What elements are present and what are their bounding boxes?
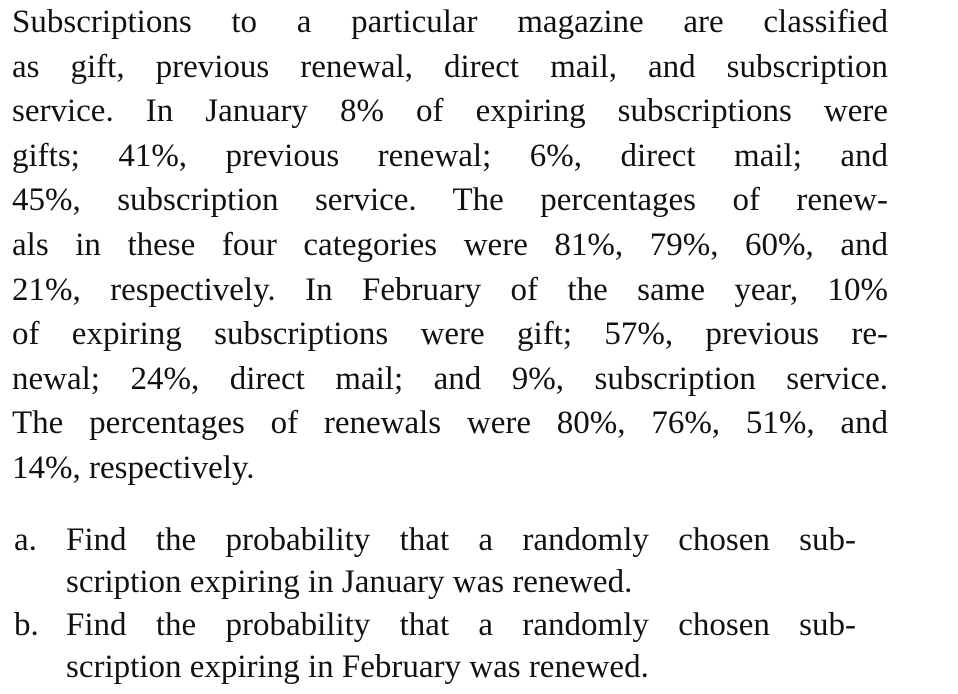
paragraph-line: The percentages of renewals were 80%, 76… [12,405,888,442]
question-line: Find the probability that a randomly cho… [66,522,856,558]
paragraph-line: of expiring subscriptions were gift; 57%… [12,316,888,353]
question-line: Find the probability that a randomly cho… [66,607,856,643]
paragraph-line: als in these four categories were 81%, 7… [12,227,888,263]
paragraph-line: service. In January 8% of expiring subsc… [12,93,888,130]
paragraph-line: 45%, subscription service. The percentag… [12,182,888,219]
paragraph-line: Subscriptions to a particular magazine a… [12,4,888,40]
paragraph-line: as gift, previous renewal, direct mail, … [12,48,888,85]
paragraph-line: gifts; 41%, previous renewal; 6%, direct… [12,137,888,174]
question-line: scription expiring in January was renewe… [66,564,633,600]
question-label: b. [14,607,39,643]
question-line: scription expiring in February was renew… [66,649,649,685]
paragraph-line: newal; 24%, direct mail; and 9%, subscri… [12,360,888,397]
question-label: a. [14,522,37,558]
paragraph-line: 21%, respectively. In February of the sa… [12,271,888,308]
paragraph-line: 14%, respectively. [12,450,255,486]
